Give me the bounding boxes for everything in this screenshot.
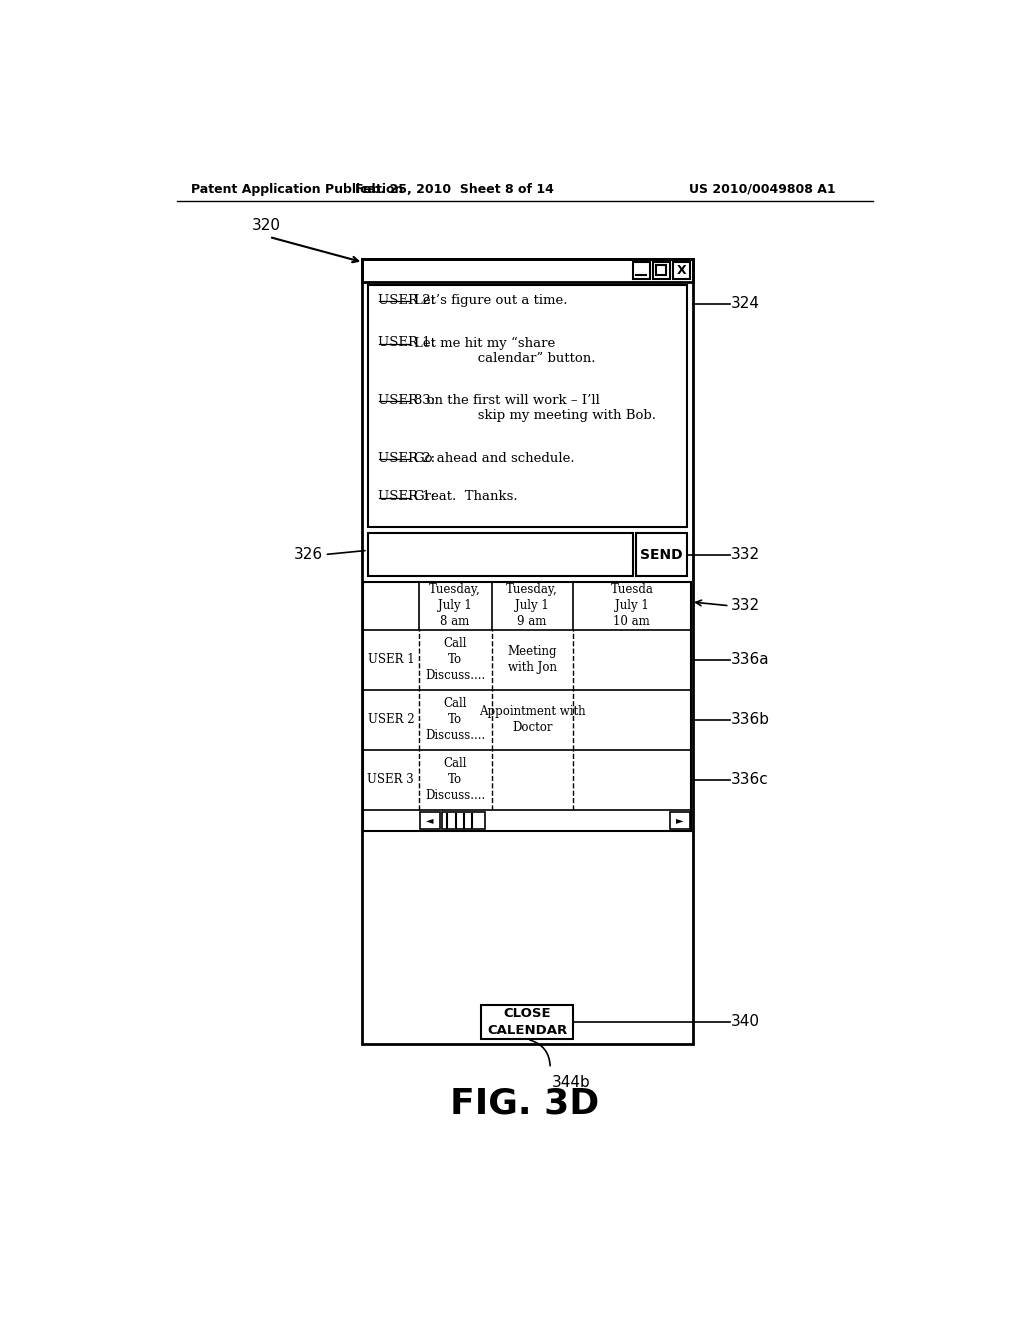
Bar [636,533,686,576]
Text: 336a: 336a [731,652,770,667]
Text: ◄: ◄ [426,816,434,825]
Text: USER 1: USER 1 [368,653,414,667]
Text: USER 2: USER 2 [368,713,414,726]
Bar [361,259,692,1044]
Text: 324: 324 [731,297,760,312]
Text: Let’s figure out a time.: Let’s figure out a time. [414,294,567,308]
Text: USER 1:: USER 1: [379,490,435,503]
Bar [368,285,686,527]
Bar [420,812,440,829]
Text: Tuesda
July 1
10 am: Tuesda July 1 10 am [610,583,653,628]
Text: Meeting
with Jon: Meeting with Jon [507,645,557,675]
Text: US 2010/0049808 A1: US 2010/0049808 A1 [689,182,836,195]
Text: 332: 332 [731,598,760,614]
Bar [368,533,633,576]
Bar [673,261,689,279]
Text: 8 on the first will work – I’ll
               skip my meeting with Bob.: 8 on the first will work – I’ll skip my … [414,395,656,422]
Bar [633,261,649,279]
Text: Patent Application Publication: Patent Application Publication [190,182,403,195]
Bar [361,259,692,281]
Text: 336b: 336b [731,713,770,727]
Bar [655,264,667,276]
Text: Tuesday,
July 1
8 am: Tuesday, July 1 8 am [429,583,481,628]
Text: USER 2:: USER 2: [379,451,435,465]
Text: Call
To
Discuss....: Call To Discuss.... [425,697,485,742]
Text: Call
To
Discuss....: Call To Discuss.... [425,758,485,803]
Text: ►: ► [676,816,683,825]
Text: Go ahead and schedule.: Go ahead and schedule. [414,451,574,465]
Text: 344b: 344b [552,1074,591,1090]
Bar [652,261,670,279]
Bar [364,582,691,832]
Bar [481,1005,573,1039]
Text: USER 3:: USER 3: [379,395,436,407]
Text: Let me hit my “share
               calendar” button.: Let me hit my “share calendar” button. [414,337,596,364]
Text: Great.  Thanks.: Great. Thanks. [414,490,518,503]
Text: SEND: SEND [640,548,682,561]
Text: CLOSE
CALENDAR: CLOSE CALENDAR [487,1007,567,1038]
Bar [442,812,484,829]
Text: USER 2:: USER 2: [379,294,435,308]
Text: Feb. 25, 2010  Sheet 8 of 14: Feb. 25, 2010 Sheet 8 of 14 [354,182,553,195]
Text: USER 1:: USER 1: [379,337,435,350]
Text: 336c: 336c [731,772,769,787]
Text: 340: 340 [731,1015,760,1030]
Text: Call
To
Discuss....: Call To Discuss.... [425,638,485,682]
Text: X: X [676,264,686,277]
Text: 326: 326 [294,546,323,562]
Text: USER 3: USER 3 [368,774,414,787]
Text: Tuesday,
July 1
9 am: Tuesday, July 1 9 am [506,583,558,628]
Text: FIG. 3D: FIG. 3D [451,1086,599,1121]
Text: 332: 332 [731,546,760,562]
Bar [670,812,689,829]
Text: Appointment with
Doctor: Appointment with Doctor [479,705,586,734]
Text: 320: 320 [252,218,282,234]
